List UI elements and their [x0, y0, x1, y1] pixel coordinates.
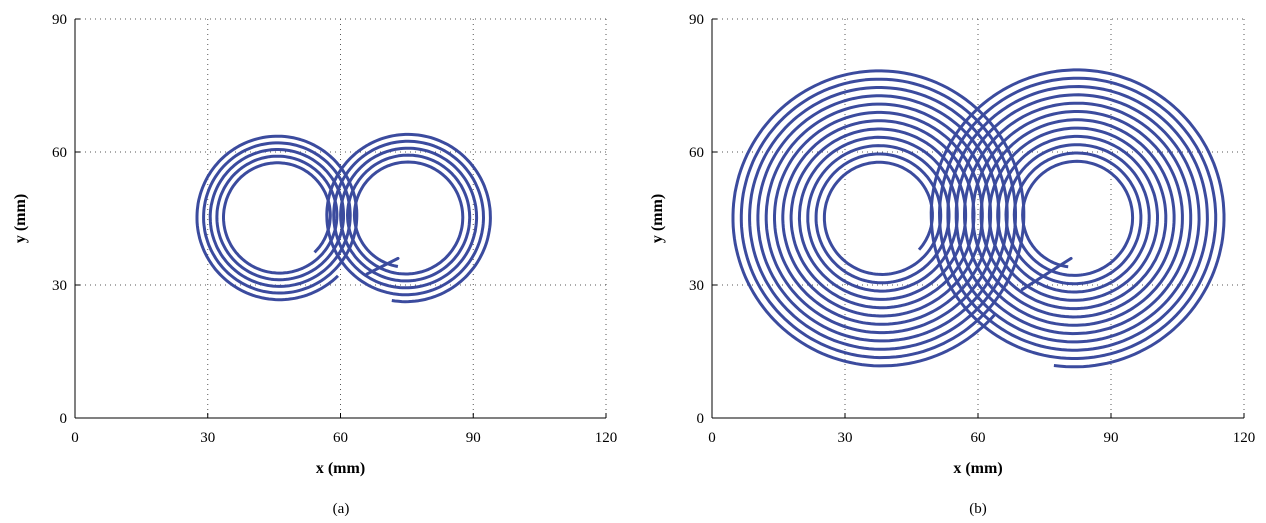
x-tick-label-120: 120 [1233, 430, 1256, 446]
series-right-spiral [325, 132, 492, 304]
x-tick-label-90: 90 [466, 430, 481, 446]
x-axis-label: x (mm) [316, 460, 365, 477]
caption-a: (a) [333, 501, 350, 517]
x-tick-label-30: 30 [838, 430, 853, 446]
y-axis-label: y (mm) [649, 194, 666, 243]
series-connector [1020, 256, 1073, 291]
x-tick-label-30: 30 [200, 430, 215, 446]
x-tick-label-0: 0 [708, 430, 716, 446]
series-left-spiral [195, 134, 359, 302]
x-tick-label-60: 60 [971, 430, 986, 446]
y-tick-label-60: 60 [689, 145, 704, 161]
y-axis-label: y (mm) [12, 194, 29, 243]
x-tick-label-0: 0 [71, 430, 79, 446]
x-tick-label-60: 60 [333, 430, 348, 446]
x-tick-label-90: 90 [1104, 430, 1119, 446]
caption-b: (b) [969, 501, 987, 517]
series-right-spiral [929, 68, 1226, 369]
y-tick-label-0: 0 [697, 411, 705, 427]
chart-panel-a: 0 30 60 90 120 0 30 60 90 x (mm) y (mm) [12, 12, 617, 477]
chart-panel-b: 0 30 60 90 120 0 30 60 90 x (mm) y (mm) [649, 12, 1255, 477]
x-axis-label: x (mm) [953, 460, 1002, 477]
y-tick-label-90: 90 [689, 12, 704, 28]
x-tick-label-120: 120 [595, 430, 618, 446]
series-connector [365, 256, 400, 276]
y-tick-label-30: 30 [689, 278, 704, 294]
y-tick-label-60: 60 [52, 145, 67, 161]
y-tick-label-30: 30 [52, 278, 67, 294]
y-tick-label-0: 0 [60, 411, 68, 427]
y-tick-label-90: 90 [52, 12, 67, 28]
